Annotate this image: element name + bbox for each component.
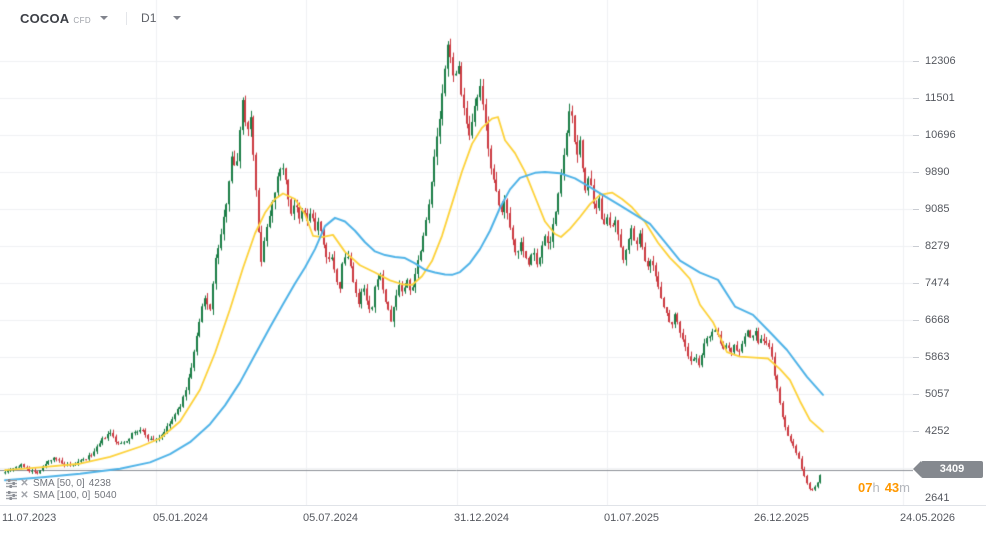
- indicator-value: 4238: [88, 477, 111, 489]
- price-axis-tick: [913, 283, 919, 284]
- price-axis-tick: [913, 209, 919, 210]
- remove-indicator-icon[interactable]: ✕: [20, 489, 29, 501]
- price-axis-tick: [913, 172, 919, 173]
- price-axis[interactable]: 12306 11501 10696 9890 9085 8279 7474 6668 5863 5…: [913, 0, 986, 505]
- price-axis-tick: [913, 61, 919, 62]
- indicator-label: SMA [50, 0]: [33, 477, 85, 489]
- chart-header: COCOA CFD D1: [20, 8, 182, 28]
- price-axis-label: 6668: [925, 313, 950, 326]
- date-axis[interactable]: 11.07.2023 05.01.2024 05.07.2024 31.12.2024…: [0, 505, 986, 533]
- indicator-row-sma50: ✕ SMA [50, 0] 4238: [5, 477, 117, 489]
- session-countdown: 07h 43m: [858, 480, 910, 495]
- price-axis-tick: [913, 431, 919, 432]
- indicator-label: SMA [100, 0]: [33, 489, 91, 501]
- remove-indicator-icon[interactable]: ✕: [20, 477, 29, 489]
- symbol-switcher[interactable]: COCOA CFD: [20, 10, 109, 26]
- instrument-type-badge: CFD: [73, 15, 92, 25]
- chevron-down-icon: [173, 16, 182, 20]
- date-axis-label: 26.12.2025: [754, 512, 810, 524]
- indicator-legend: ✕ SMA [50, 0] 4238 ✕ SMA [100, 0] 5040: [5, 477, 117, 501]
- current-price-tag: 3409: [913, 461, 983, 478]
- price-axis-label: 8279: [925, 239, 950, 252]
- price-axis-label: 5057: [925, 388, 950, 401]
- chart-canvas[interactable]: [0, 0, 913, 505]
- indicator-value: 5040: [94, 489, 117, 501]
- date-axis-label: 24.05.2026: [900, 512, 956, 524]
- price-axis-label: 4252: [925, 425, 950, 437]
- date-axis-label: 05.01.2024: [153, 512, 209, 524]
- price-axis-tick: [913, 98, 919, 99]
- price-axis-label: 7474: [925, 276, 950, 289]
- price-axis-label: 2641: [925, 492, 950, 504]
- date-axis-label: 11.07.2023: [2, 512, 57, 524]
- countdown-minutes: 43: [884, 480, 900, 495]
- chevron-down-icon: [100, 16, 109, 20]
- countdown-minutes-unit: m: [899, 480, 910, 495]
- interval-label: D1: [141, 11, 157, 25]
- price-axis-label: 5863: [925, 350, 950, 363]
- price-axis-label: 10696: [925, 128, 956, 141]
- price-axis-label: 12306: [925, 54, 956, 67]
- price-axis-tick: [913, 357, 919, 358]
- toolbar-separator: [126, 11, 128, 25]
- price-axis-tick: [913, 246, 919, 247]
- countdown-hours-unit: h: [872, 480, 880, 495]
- price-axis-label: 9890: [925, 165, 950, 178]
- interval-selector[interactable]: D1: [141, 11, 182, 25]
- date-axis-label: 01.07.2025: [604, 512, 660, 524]
- symbol-name: COCOA: [20, 10, 70, 26]
- price-axis-tick: [913, 394, 919, 395]
- date-axis-label: 05.07.2024: [303, 512, 359, 524]
- settings-icon[interactable]: [5, 478, 18, 489]
- date-axis-border: [0, 505, 986, 506]
- price-axis-tick: [913, 135, 919, 136]
- price-axis-label: 9085: [925, 202, 950, 215]
- price-axis-label: 11501: [925, 91, 955, 104]
- indicator-row-sma100: ✕ SMA [100, 0] 5040: [5, 489, 117, 501]
- settings-icon[interactable]: [5, 490, 18, 501]
- current-price-value: 3409: [939, 463, 965, 475]
- price-axis-tick: [913, 320, 919, 321]
- countdown-hours: 07: [857, 480, 873, 495]
- date-axis-label: 31.12.2024: [454, 512, 510, 524]
